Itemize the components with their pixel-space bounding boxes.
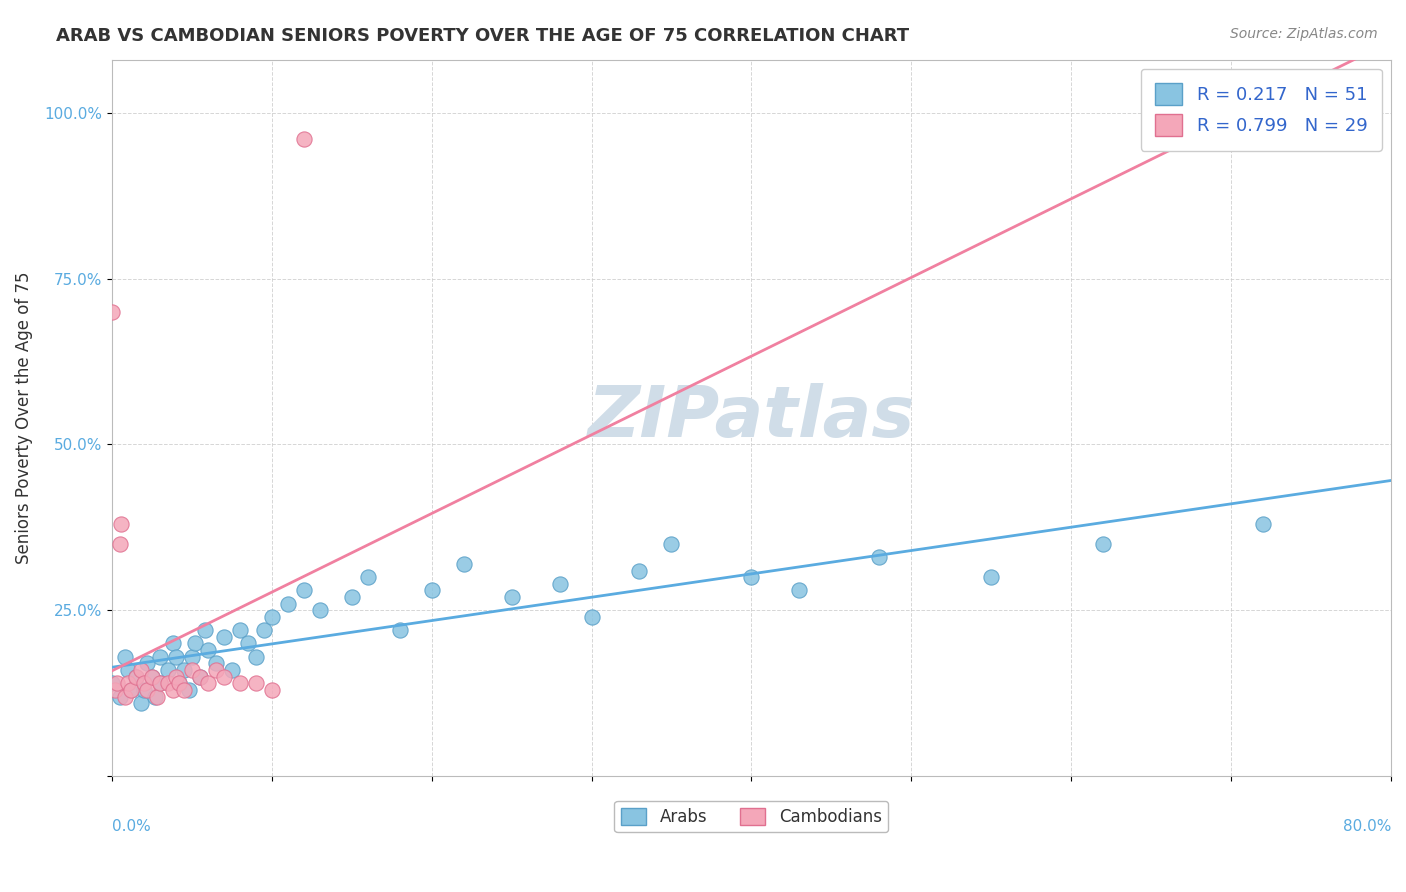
Point — [212, 630, 235, 644]
Point — [156, 663, 179, 677]
Point — [292, 583, 315, 598]
Point — [108, 690, 131, 704]
Text: ARAB VS CAMBODIAN SENIORS POVERTY OVER THE AGE OF 75 CORRELATION CHART: ARAB VS CAMBODIAN SENIORS POVERTY OVER T… — [56, 27, 910, 45]
Point — [143, 690, 166, 704]
Point — [110, 517, 132, 532]
Point — [229, 676, 252, 690]
Point — [125, 670, 148, 684]
Point — [245, 676, 267, 690]
Text: 80.0%: 80.0% — [1343, 819, 1391, 834]
Point — [340, 590, 363, 604]
Point — [101, 676, 124, 690]
Point — [125, 670, 148, 684]
Point — [149, 676, 172, 690]
Point — [789, 583, 811, 598]
Y-axis label: Seniors Poverty Over the Age of 75: Seniors Poverty Over the Age of 75 — [15, 272, 32, 564]
Point — [980, 570, 1002, 584]
Point — [204, 663, 226, 677]
Point — [277, 597, 299, 611]
Legend: Arabs, Cambodians: Arabs, Cambodians — [614, 801, 889, 832]
Point — [114, 649, 136, 664]
Point — [132, 676, 155, 690]
Point — [661, 537, 683, 551]
Point — [453, 557, 475, 571]
Point — [420, 583, 443, 598]
Point — [105, 676, 128, 690]
Point — [162, 682, 184, 697]
Point — [156, 676, 179, 690]
Point — [136, 657, 159, 671]
Point — [145, 690, 167, 704]
Point — [165, 649, 187, 664]
Point — [204, 657, 226, 671]
Point — [114, 690, 136, 704]
Point — [292, 132, 315, 146]
Point — [245, 649, 267, 664]
Point — [180, 649, 202, 664]
Text: ZIPatlas: ZIPatlas — [588, 384, 915, 452]
Point — [388, 624, 411, 638]
Point — [188, 670, 211, 684]
Point — [180, 663, 202, 677]
Point — [868, 550, 890, 565]
Point — [253, 624, 276, 638]
Point — [101, 304, 124, 318]
Point — [221, 663, 243, 677]
Point — [173, 682, 195, 697]
Point — [149, 649, 172, 664]
Point — [165, 670, 187, 684]
Point — [548, 576, 571, 591]
Point — [197, 643, 219, 657]
Point — [104, 682, 127, 697]
Point — [108, 537, 131, 551]
Point — [167, 676, 190, 690]
Text: 0.0%: 0.0% — [112, 819, 150, 834]
Point — [356, 570, 378, 584]
Text: Source: ZipAtlas.com: Source: ZipAtlas.com — [1230, 27, 1378, 41]
Point — [581, 610, 603, 624]
Point — [141, 670, 163, 684]
Point — [162, 636, 184, 650]
Point — [117, 663, 139, 677]
Point — [184, 636, 207, 650]
Point — [120, 682, 142, 697]
Point — [117, 676, 139, 690]
Point — [260, 682, 283, 697]
Point — [129, 696, 152, 710]
Point — [136, 682, 159, 697]
Point — [197, 676, 219, 690]
Point — [132, 682, 155, 697]
Point — [167, 676, 190, 690]
Point — [188, 670, 211, 684]
Point — [229, 624, 252, 638]
Point — [1092, 537, 1115, 551]
Point — [236, 636, 259, 650]
Point — [149, 676, 172, 690]
Point — [628, 564, 651, 578]
Point — [260, 610, 283, 624]
Point — [212, 670, 235, 684]
Point — [308, 603, 330, 617]
Point — [177, 682, 200, 697]
Point — [1251, 517, 1274, 532]
Point — [193, 624, 215, 638]
Point — [129, 663, 152, 677]
Point — [141, 670, 163, 684]
Point — [120, 682, 142, 697]
Point — [501, 590, 523, 604]
Point — [173, 663, 195, 677]
Point — [740, 570, 762, 584]
